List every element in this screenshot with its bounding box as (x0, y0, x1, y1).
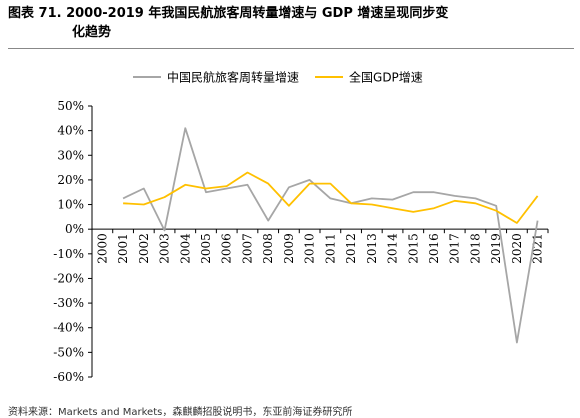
y-tick-label: 10% (57, 198, 84, 212)
x-tick-label: 2013 (365, 233, 379, 264)
source-note: 资料来源：Markets and Markets，森麒麟招股说明书，东亚前海证券… (8, 407, 353, 418)
series-line-passenger-turnover (122, 127, 539, 344)
x-tick-label: 2000 (95, 233, 109, 264)
x-tick-label: 2014 (386, 233, 400, 264)
x-tick-label: 2007 (240, 233, 254, 264)
x-tick-label: 2015 (406, 233, 420, 264)
x-tick-label: 2005 (199, 233, 213, 264)
x-tick-label: 2017 (448, 233, 462, 264)
figure-title-line2: 化趋势 (72, 25, 112, 40)
y-tick-label: -60% (53, 370, 84, 384)
x-tick-label: 2019 (489, 233, 503, 264)
y-tick-label: 20% (57, 173, 84, 187)
figure-title-line1: 图表 71. 2000-2019 年我国民航旅客周转量增速与 GDP 增速呈现同… (8, 6, 449, 21)
series-line-gdp (123, 171, 539, 224)
x-tick-label: 2006 (220, 233, 234, 264)
x-tick-label: 2020 (510, 233, 524, 264)
x-tick-label: 2002 (137, 233, 151, 264)
y-tick-label: -50% (53, 345, 84, 359)
legend-label: 全国GDP增速 (349, 70, 423, 85)
y-tick-label: -10% (53, 247, 84, 261)
y-tick-label: -20% (53, 271, 84, 285)
y-tick-label: 0% (65, 222, 84, 236)
y-tick-label: 40% (57, 124, 84, 138)
y-tick-label: -40% (53, 321, 84, 335)
x-tick-label: 2003 (158, 233, 172, 264)
y-tick-label: 50% (57, 99, 84, 113)
x-tick-label: 2009 (282, 233, 296, 264)
line-chart: 中国民航旅客周转量增速 全国GDP增速 50% 40% 30% 20% 10% 0% -10%… (53, 70, 549, 384)
y-tick-label: -30% (53, 296, 84, 310)
y-axis: 50% 40% 30% 20% 10% 0% -10% -20% -30% -40% -50% -60… (53, 99, 93, 384)
x-tick-label: 2016 (427, 233, 441, 264)
series-layer (122, 127, 539, 344)
figure-title: 图表 71. 2000-2019 年我国民航旅客周转量增速与 GDP 增速呈现同… (8, 4, 574, 42)
x-tick-label: 2018 (468, 233, 482, 264)
x-tick-label: 2011 (323, 233, 337, 264)
x-tick-label: 2010 (303, 233, 317, 264)
x-tick-label: 2004 (178, 233, 192, 264)
x-tick-label: 2012 (344, 233, 358, 264)
y-tick-label: 30% (57, 148, 84, 162)
x-axis: 2000 2001 2002 2003 2004 2005 2006 2007 2008 2009… (91, 228, 549, 264)
x-tick-label: 2001 (116, 233, 130, 264)
x-tick-label: 2008 (261, 233, 275, 264)
legend-label: 中国民航旅客周转量增速 (167, 70, 299, 85)
title-divider (8, 48, 574, 49)
chart-legend: 中国民航旅客周转量增速 全国GDP增速 (133, 70, 423, 85)
